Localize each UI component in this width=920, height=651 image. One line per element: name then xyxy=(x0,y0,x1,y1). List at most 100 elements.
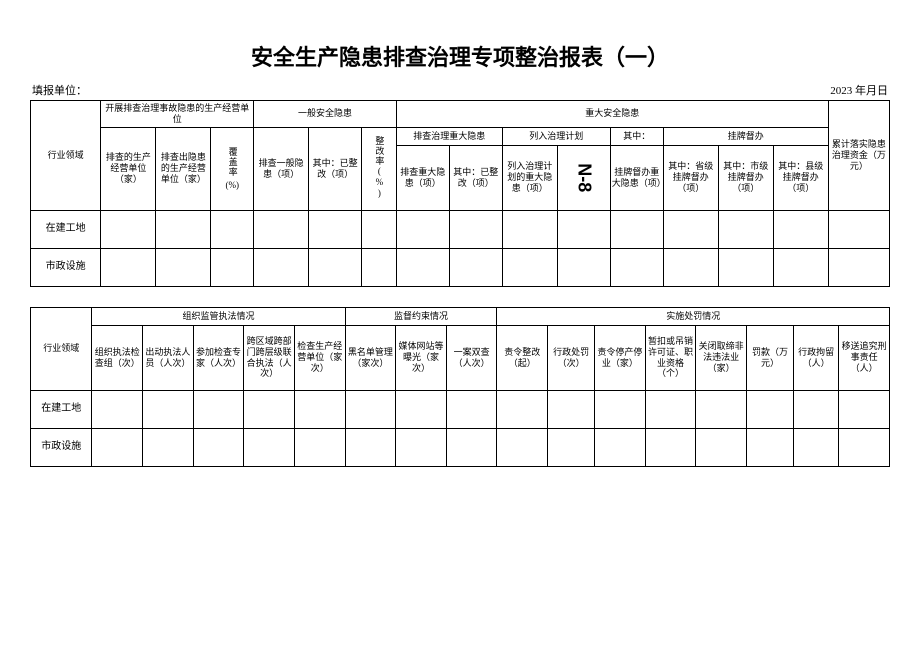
c13: 其中：市级挂牌督办（项） xyxy=(718,145,773,210)
t2c3: 参加检查专家（人次） xyxy=(193,325,244,390)
data-cell xyxy=(446,390,497,428)
data-cell xyxy=(595,390,646,428)
data-cell xyxy=(610,210,663,248)
data-cell xyxy=(396,390,447,428)
data-cell xyxy=(839,428,890,466)
table-row: 市政设施 xyxy=(31,428,890,466)
data-cell xyxy=(610,248,663,286)
data-cell xyxy=(156,210,211,248)
t2c10: 行政处罚（次） xyxy=(548,325,595,390)
data-cell xyxy=(557,248,610,286)
table-row: 市政设施 xyxy=(31,248,890,286)
page-title: 安全生产隐患排查治理专项整治报表（一） xyxy=(30,40,890,72)
data-cell xyxy=(497,428,548,466)
data-cell xyxy=(294,428,345,466)
data-cell xyxy=(211,210,254,248)
data-cell xyxy=(309,248,362,286)
sub-major-supervise: 挂牌督办 xyxy=(663,127,828,145)
t2c15: 行政拘留（人） xyxy=(794,325,839,390)
data-cell xyxy=(193,390,244,428)
c12: 其中：省级挂牌督办（项） xyxy=(663,145,718,210)
data-cell xyxy=(497,390,548,428)
data-cell xyxy=(828,210,889,248)
row-label: 在建工地 xyxy=(31,390,92,428)
c2: 排查出隐患的生产经营单位（家） xyxy=(156,127,211,210)
data-cell xyxy=(92,390,143,428)
table-1: 行业领域 开展排查治理事故隐患的生产经营单位 一般安全隐患 重大安全隐患 累计落… xyxy=(30,100,890,287)
data-cell xyxy=(718,210,773,248)
grp-investigate: 开展排查治理事故隐患的生产经营单位 xyxy=(101,101,254,128)
col-industry-2: 行业领域 xyxy=(31,307,92,390)
grp-major: 重大安全隐患 xyxy=(396,101,828,128)
sub-major-plan: 列入治理计划 xyxy=(502,127,610,145)
data-cell xyxy=(773,248,828,286)
data-cell xyxy=(446,428,497,466)
data-cell xyxy=(396,210,449,248)
data-cell xyxy=(794,428,839,466)
c10: N-8 xyxy=(557,145,610,210)
c8: 其中：已整改（项） xyxy=(449,145,502,210)
grp-supervise: 监督约束情况 xyxy=(345,307,497,325)
data-cell xyxy=(663,210,718,248)
data-cell xyxy=(309,210,362,248)
sub-major-listed-in: 其中： xyxy=(610,127,663,145)
data-cell xyxy=(211,248,254,286)
data-cell xyxy=(396,248,449,286)
data-cell xyxy=(645,390,696,428)
t2c4: 跨区域跨部门跨层级联合执法（人次） xyxy=(244,325,295,390)
grp-punish: 实施处罚情况 xyxy=(497,307,890,325)
t2c5: 检查生产经营单位（家次） xyxy=(294,325,345,390)
table1-header-row2: 排查的生产经营单位（家） 排查出隐患的生产经营单位（家） 覆盖率(%) 排查一般… xyxy=(31,127,890,145)
data-cell xyxy=(828,248,889,286)
t2c13: 关闭取缔非法违法业（家） xyxy=(696,325,747,390)
data-cell xyxy=(747,428,794,466)
data-cell xyxy=(696,390,747,428)
table-2: 行业领域 组织监管执法情况 监督约束情况 实施处罚情况 组织执法检查组（次） 出… xyxy=(30,307,890,467)
row-label: 市政设施 xyxy=(31,428,92,466)
grp-org: 组织监管执法情况 xyxy=(92,307,345,325)
c14: 其中：县级挂牌督办（项） xyxy=(773,145,828,210)
data-cell xyxy=(92,428,143,466)
t2c12: 暂扣或吊销许可证、职业资格（个） xyxy=(645,325,696,390)
filler-unit-label: 填报单位： xyxy=(32,82,87,98)
data-cell xyxy=(718,248,773,286)
data-cell xyxy=(839,390,890,428)
c1: 排查的生产经营单位（家） xyxy=(101,127,156,210)
t2c2: 出动执法人员（人次） xyxy=(143,325,194,390)
col-industry: 行业领域 xyxy=(31,101,101,211)
data-cell xyxy=(294,390,345,428)
table-row: 在建工地 xyxy=(31,390,890,428)
c3: 覆盖率(%) xyxy=(211,127,254,210)
c9: 列入治理计划的重大隐患（项） xyxy=(502,145,557,210)
table1-header-row1: 行业领域 开展排查治理事故隐患的生产经营单位 一般安全隐患 重大安全隐患 累计落… xyxy=(31,101,890,128)
data-cell xyxy=(193,428,244,466)
data-cell xyxy=(345,428,396,466)
c5: 其中：已整改（项） xyxy=(309,127,362,210)
header-row: 填报单位： 2023 年月日 xyxy=(30,82,890,98)
data-cell xyxy=(548,390,595,428)
t2c9: 责令整改（起） xyxy=(497,325,548,390)
t2c1: 组织执法检查组（次） xyxy=(92,325,143,390)
data-cell xyxy=(345,390,396,428)
data-cell xyxy=(449,248,502,286)
data-cell xyxy=(548,428,595,466)
data-cell xyxy=(794,390,839,428)
table2-header-row1: 行业领域 组织监管执法情况 监督约束情况 实施处罚情况 xyxy=(31,307,890,325)
t2c14: 罚款（万元） xyxy=(747,325,794,390)
table-row: 在建工地 xyxy=(31,210,890,248)
table2-header-row2: 组织执法检查组（次） 出动执法人员（人次） 参加检查专家（人次） 跨区域跨部门跨… xyxy=(31,325,890,390)
date-label: 2023 年月日 xyxy=(830,82,888,98)
data-cell xyxy=(645,428,696,466)
data-cell xyxy=(502,248,557,286)
row-label: 市政设施 xyxy=(31,248,101,286)
data-cell xyxy=(396,428,447,466)
sub-major-find: 排查治理重大隐患 xyxy=(396,127,502,145)
c11: 挂牌督办重大隐患（项） xyxy=(610,145,663,210)
data-cell xyxy=(244,428,295,466)
data-cell xyxy=(244,390,295,428)
t2c6: 黑名单管理（家次） xyxy=(345,325,396,390)
data-cell xyxy=(101,210,156,248)
data-cell xyxy=(156,248,211,286)
t2c8: 一案双查（人次） xyxy=(446,325,497,390)
data-cell xyxy=(254,210,309,248)
